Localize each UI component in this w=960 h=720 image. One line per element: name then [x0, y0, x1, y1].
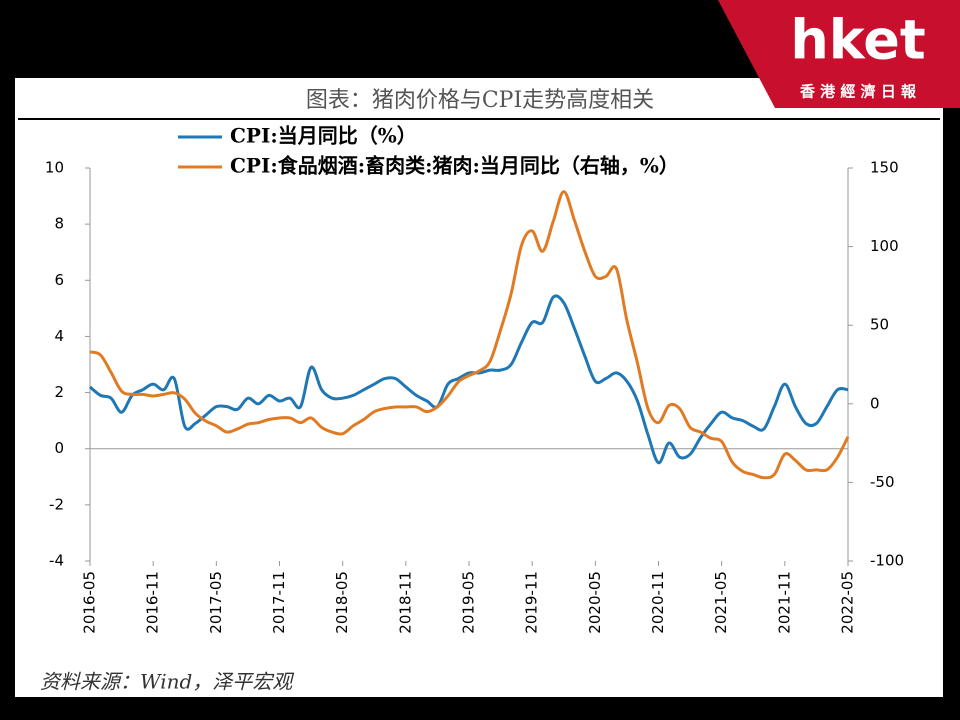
y-tick-label: 6	[54, 271, 64, 289]
y2-tick-label: -50	[870, 473, 895, 491]
x-tick-label: 2018-05	[333, 571, 351, 634]
y2-tick-label: -100	[870, 552, 904, 570]
logo-name: 香 港 經 濟 日 報	[800, 83, 917, 101]
x-tick-label: 2022-05	[839, 571, 857, 634]
y-tick-label: 10	[45, 159, 64, 177]
chart-title: 图表：猪肉价格与CPI走势高度相关	[306, 88, 654, 113]
y-tick-label: 4	[54, 327, 64, 345]
y2-tick-label: 50	[870, 316, 889, 334]
x-tick-label: 2021-05	[712, 571, 730, 634]
y-tick-label: -4	[49, 552, 64, 570]
x-tick-label: 2018-11	[396, 571, 414, 634]
y-tick-label: 2	[54, 383, 64, 401]
x-tick-label: 2020-05	[586, 571, 604, 634]
series-line	[89, 190, 850, 480]
y2-tick-label: 0	[870, 394, 880, 412]
x-tick-label: 2016-11	[144, 571, 162, 634]
y-tick-label: 8	[54, 215, 64, 233]
y2-tick-label: 150	[870, 159, 899, 177]
x-tick-label: 2017-11	[270, 571, 288, 634]
logo-brand: hket	[790, 9, 925, 72]
source-note: 资料来源：Wind，泽平宏观	[40, 670, 294, 694]
logo-bg	[718, 0, 960, 108]
legend-label: CPI:食品烟酒:畜肉类:猪肉:当月同比（右轴，%）	[230, 154, 679, 178]
y-tick-label: 0	[54, 439, 64, 457]
y2-tick-label: 100	[870, 237, 899, 255]
x-tick-label: 2019-11	[523, 571, 541, 634]
x-tick-label: 2019-05	[460, 571, 478, 634]
x-tick-label: 2021-11	[775, 571, 793, 634]
series-line	[89, 294, 849, 465]
x-tick-label: 2016-05	[81, 571, 99, 634]
x-tick-label: 2020-11	[649, 571, 667, 634]
x-tick-label: 2017-05	[207, 571, 225, 634]
legend-label: CPI:当月同比（%）	[230, 124, 417, 148]
y-tick-label: -2	[49, 495, 64, 513]
